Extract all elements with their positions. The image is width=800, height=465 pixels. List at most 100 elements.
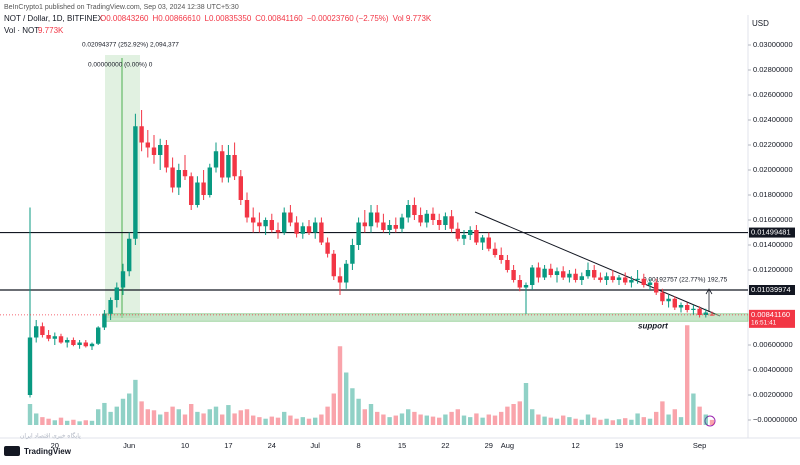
volume-bar: [108, 411, 113, 425]
candle-body: [399, 217, 405, 229]
candle-body: [368, 212, 374, 227]
x-tick-label: 22: [441, 441, 449, 450]
candle-body: [164, 145, 169, 168]
y-tick-label: 0.01600000: [753, 215, 793, 224]
candle-body: [207, 167, 212, 195]
candle-body: [288, 212, 293, 223]
candle-body: [666, 298, 671, 302]
legend-value: C0.00841160: [255, 14, 303, 23]
y-tick-label: −0.00000000: [753, 415, 797, 424]
candle-body: [325, 242, 330, 254]
volume-bar: [282, 411, 287, 425]
support-label: support: [638, 321, 668, 330]
legend-value: H0.00866610: [153, 14, 202, 23]
volume-value: 9.773K: [38, 26, 64, 35]
volume-bar: [182, 414, 188, 425]
x-tick-label: Jun: [123, 441, 135, 450]
candle-body: [337, 276, 343, 283]
legend-value: L0.00835350: [205, 14, 252, 23]
volume-bar: [672, 409, 677, 425]
measure-label: 0.00192757 (22.77%) 192,75: [643, 277, 728, 284]
volume-bar: [325, 406, 330, 425]
candle-body: [647, 282, 653, 285]
volume-bar: [96, 409, 101, 425]
candle-body: [238, 176, 243, 200]
y-tick-label: 0.00600000: [753, 340, 793, 349]
volume-bar: [418, 414, 423, 425]
candle-body: [542, 268, 547, 278]
volume-bar: [523, 383, 529, 425]
volume-bar: [641, 417, 646, 425]
candle-body: [220, 151, 225, 178]
x-tick-label: 29: [485, 441, 493, 450]
event-icon[interactable]: [704, 415, 716, 427]
candle-body: [443, 216, 448, 225]
candle-body: [703, 312, 708, 315]
candle-body: [548, 268, 553, 275]
volume-bar: [40, 417, 45, 425]
candle-body: [58, 336, 64, 343]
volume-bar: [65, 420, 70, 425]
candle-body: [499, 255, 504, 260]
volume-bar: [89, 420, 95, 425]
candle-body: [294, 222, 299, 234]
candle-body: [685, 305, 690, 310]
volume-bar: [368, 404, 374, 425]
volume-bar: [685, 325, 690, 425]
measure-label: 0.02094377 (252.92%) 2,094,377: [82, 42, 179, 49]
candle-body: [492, 248, 498, 255]
volume-bar: [288, 415, 293, 425]
price-label-box: [749, 285, 795, 296]
last-price-box: [749, 309, 795, 328]
brand-logo: [4, 446, 20, 456]
volume-bar: [635, 413, 640, 425]
candle-body: [319, 222, 324, 243]
marks: [0, 110, 749, 425]
y-tick-label: 0.01200000: [753, 265, 793, 274]
volume-bar: [263, 418, 268, 425]
x-tick-label: Jul: [310, 441, 320, 450]
candle-body: [585, 270, 591, 277]
x-tick-label: 19: [615, 441, 623, 450]
volume-bar: [517, 401, 522, 425]
candle-body: [263, 220, 268, 227]
candle-body: [523, 285, 529, 288]
volume-bar: [213, 406, 219, 425]
volume-bar: [468, 417, 473, 425]
candle-body: [145, 142, 150, 148]
candle-body: [158, 145, 163, 155]
candle-body: [641, 278, 646, 285]
last-price-label: 0.00841160: [751, 310, 790, 319]
candle-body: [381, 222, 386, 230]
volume-bar: [406, 409, 411, 425]
volume-bar: [294, 418, 299, 425]
volume-bar: [536, 414, 541, 425]
candle-body: [362, 222, 367, 227]
publisher: BeInCrypto1 published on TradingView.com…: [4, 4, 239, 11]
volume-bar: [27, 404, 33, 425]
candle-body: [213, 151, 219, 168]
volume-bar: [505, 406, 510, 425]
volume-bar: [337, 346, 343, 425]
candle-body: [189, 176, 194, 205]
x-tick-label: Sep: [693, 441, 706, 450]
volume-bar: [83, 420, 88, 425]
candle-body: [170, 167, 175, 188]
candle-body: [424, 213, 429, 223]
volume-bar: [114, 406, 119, 425]
candle-body: [244, 200, 250, 218]
volume-bar: [269, 416, 274, 425]
y-tick-label: 0.02800000: [753, 65, 793, 74]
volume-bar: [313, 417, 318, 425]
candle-body: [114, 287, 119, 300]
volume-bar: [548, 417, 553, 425]
volume-bar: [381, 414, 386, 425]
candle-body: [133, 126, 138, 239]
volume-bar: [77, 421, 82, 425]
volume-bar: [592, 417, 597, 425]
legend-volume: Vol 9.773K: [393, 14, 432, 23]
candle-body: [406, 205, 411, 218]
y-tick-label: 0.02600000: [753, 90, 793, 99]
candle-body: [306, 226, 312, 233]
candle-body: [71, 340, 76, 345]
